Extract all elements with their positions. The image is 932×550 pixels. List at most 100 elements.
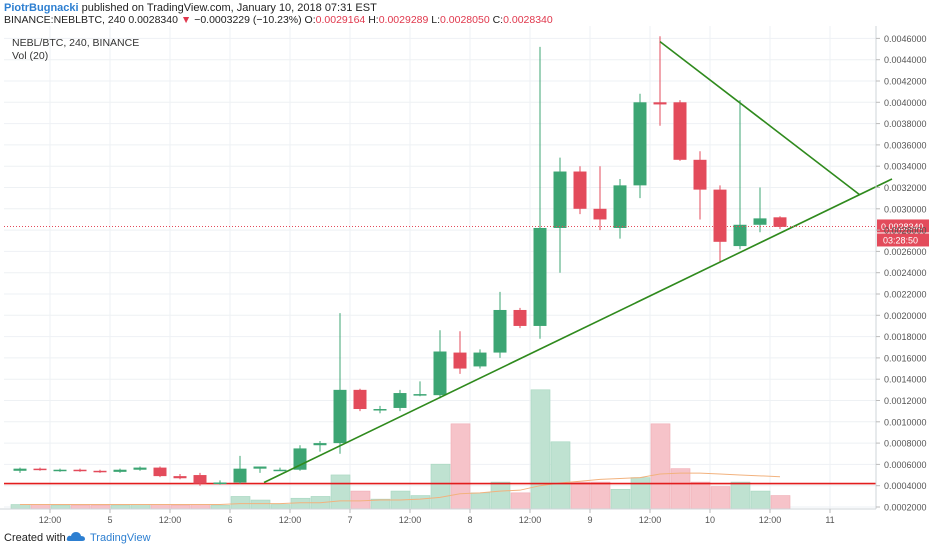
footer: Created with TradingView [0,526,932,550]
volume-bar [10,504,31,510]
price-tick-label: 0.0040000 [884,98,927,108]
candle-body [553,171,567,228]
volume-bar [470,492,491,510]
symbol-line: BINANCE:NEBLBTC, 240 [4,14,126,26]
candle [593,166,607,231]
candle-body [573,171,587,209]
price-tick-label: 0.0022000 [884,289,927,299]
close-value: 0.0028340 [503,14,553,26]
volume-bar [190,504,211,510]
time-tick-label: 12:00 [39,515,62,525]
candle-body [93,470,107,473]
price-tick-label: 0.0010000 [884,417,927,427]
trendline[interactable] [659,40,861,196]
time-tick-label: 5 [107,515,112,525]
candle [453,331,467,374]
candle-body [313,443,327,446]
candle-body [333,389,347,444]
candle [53,468,67,472]
last-price: 0.0028340 [128,14,178,26]
volume-bar [490,481,511,510]
candle-body [453,352,467,369]
candle [213,480,227,485]
candle [113,468,127,473]
price-axis[interactable]: 0.0046000 0.0044000 0.0042000 0.0040000 0.00… [875,26,927,513]
price-tick-label: 0.0042000 [884,76,927,86]
countdown-tag [877,233,929,247]
down-arrow-icon: ▼ [180,14,192,26]
volume-bar [450,423,471,510]
volume-bar [630,477,651,510]
time-tick-label: 12:00 [639,515,662,525]
volume-bar [590,481,611,510]
candle [333,313,347,454]
publish-line: PiotrBugnacki published on TradingView.c… [4,2,377,14]
volume-bar [650,423,671,510]
price-tick-label: 0.0024000 [884,268,927,278]
candle [553,157,567,273]
low-value: 0.0028050 [440,14,490,26]
candle-body [173,476,187,479]
time-tick-label: 12:00 [399,515,422,525]
tradingview-cloud-icon [66,529,86,548]
candle-body [133,467,147,470]
candle-body [373,409,387,411]
candle [413,381,427,397]
tradingview-brand[interactable]: TradingView [90,532,151,544]
candle [153,466,167,478]
volume-bar [30,504,51,510]
chart-area[interactable]: 0.0028340 03:28:50 0.0046000 0.0044000 0.00… [0,26,932,525]
candle [173,473,187,480]
countdown-label: 03:28:50 [883,235,918,245]
volume-bar [150,504,171,510]
candle-body [413,394,427,396]
candle-body [733,224,747,247]
candle-body [73,469,87,472]
candle-body [33,468,47,471]
volume-bar [330,474,351,510]
candle-body [113,469,127,472]
candle [693,151,707,220]
candle-body [673,102,687,160]
volume-bar [50,505,71,510]
candle [753,187,767,233]
candle [733,100,747,250]
candle [253,466,267,473]
candle [193,472,207,486]
candle [613,178,627,239]
volume-bar [250,499,271,510]
time-tick-label: 6 [227,515,232,525]
open-label: O: [304,14,316,26]
trendlines[interactable] [263,40,893,484]
candle [633,93,647,199]
price-tick-label: 0.0030000 [884,204,927,214]
trendline[interactable] [263,178,893,484]
volume-bar [70,505,91,510]
time-tick-label: 11 [825,515,834,525]
candle-body [273,469,287,472]
publish-header: PiotrBugnacki published on TradingView.c… [0,0,932,26]
candle-body [633,102,647,186]
candle-body [593,208,607,220]
candle-body [713,189,727,242]
price-change: −0.0003229 (−10.23%) [194,14,302,26]
candle-body [233,468,247,483]
time-tick-label: 9 [587,515,592,525]
price-tick-label: 0.0028000 [884,226,927,236]
candle [353,388,367,412]
volume-bar [270,504,291,510]
published-text: published on TradingView.com, January 10… [78,2,377,14]
price-tick-label: 0.0046000 [884,34,927,44]
candle [393,389,407,412]
candle [273,467,287,472]
time-axis[interactable]: 12:00 5 12:00 6 12:00 7 12:00 8 12:00 9 12:00 10 12:… [0,508,876,525]
candle-body [533,227,547,326]
candle-body [753,218,767,225]
price-tick-label: 0.0006000 [884,460,927,470]
time-tick-label: 12:00 [519,515,542,525]
candle [573,166,587,215]
candle [653,36,667,126]
candle [673,100,687,161]
author-link[interactable]: PiotrBugnacki [4,2,79,14]
